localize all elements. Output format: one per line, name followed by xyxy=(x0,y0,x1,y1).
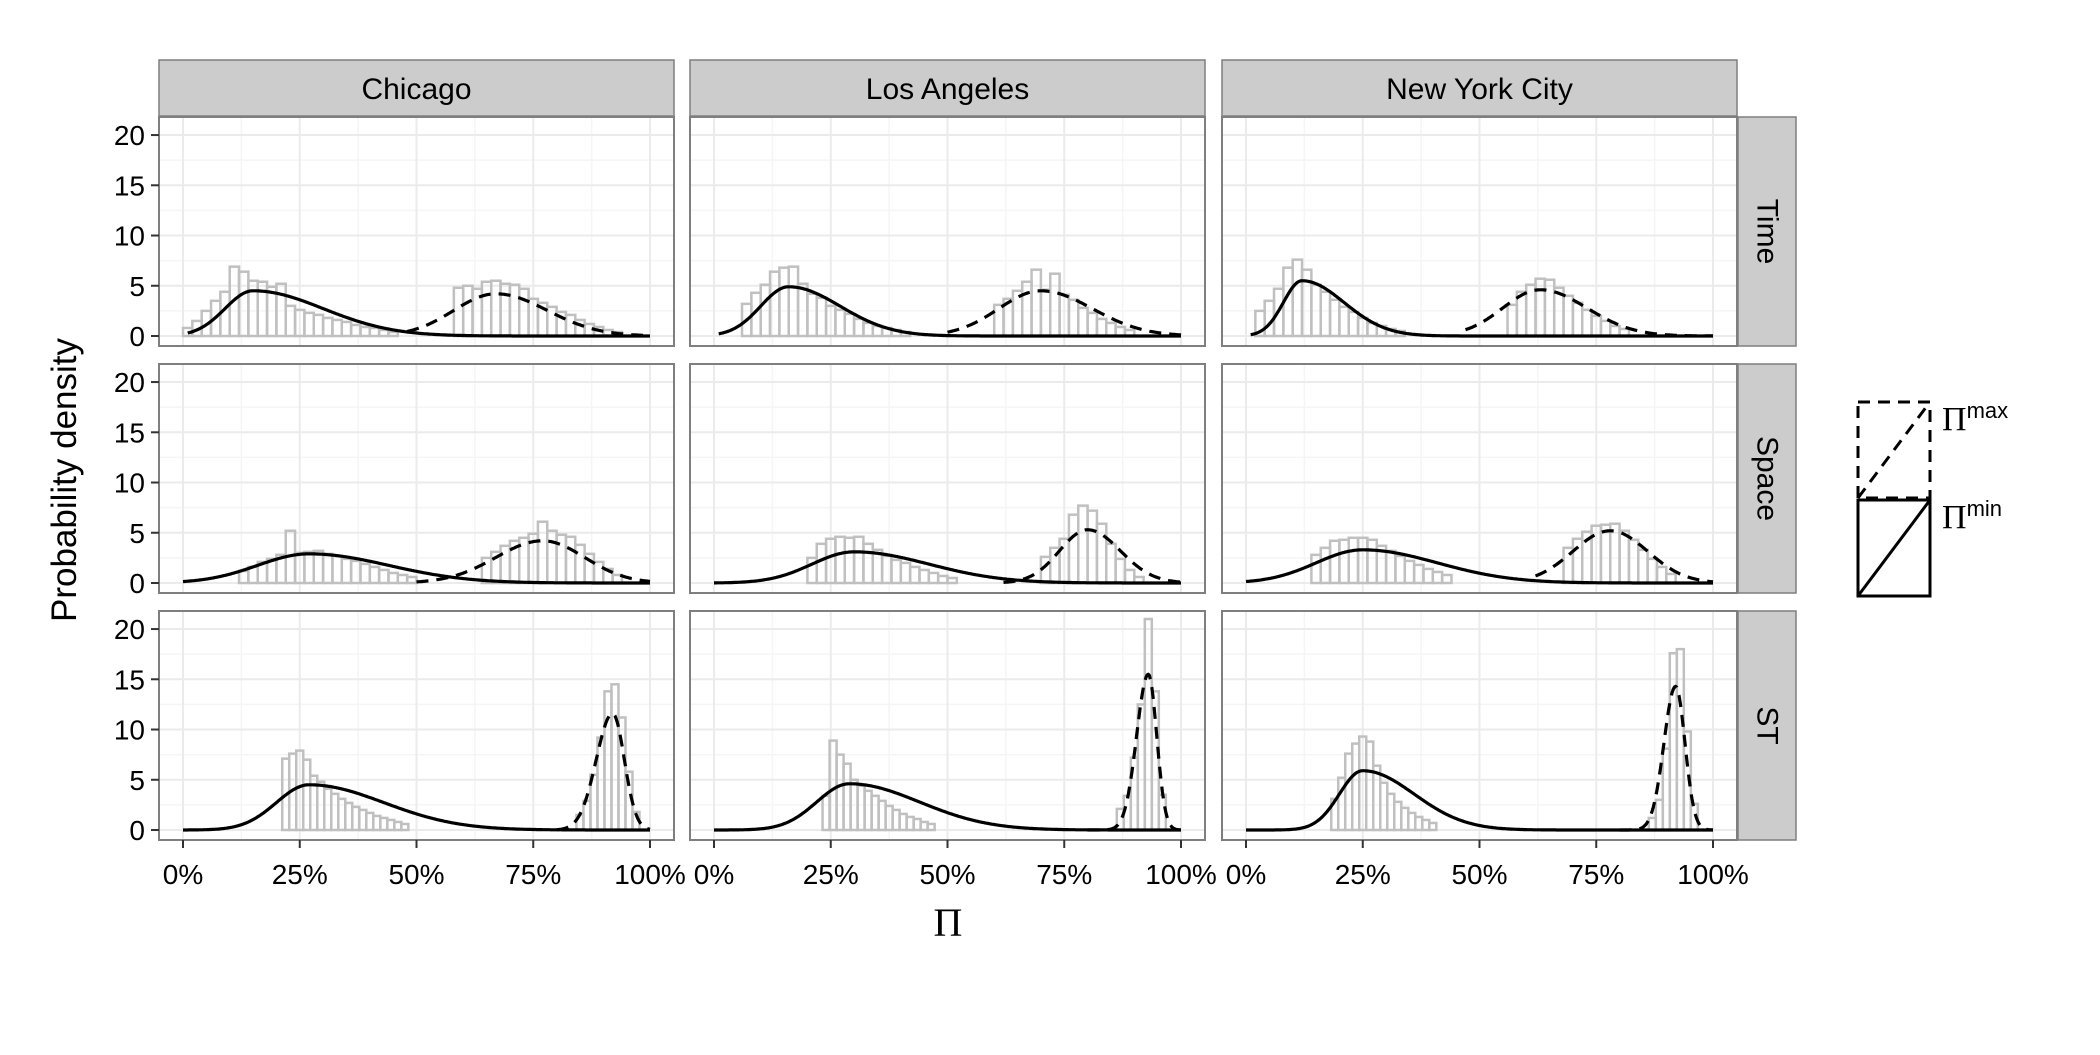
histogram-bar xyxy=(387,330,400,338)
density-curve-max xyxy=(947,289,1182,337)
panel xyxy=(1221,116,1738,347)
x-tick-label: 25% xyxy=(1335,859,1391,890)
x-tick-label: 100% xyxy=(614,859,686,890)
x-tick-label: 75% xyxy=(1568,859,1624,890)
x-tick-label: 50% xyxy=(388,859,444,890)
panel xyxy=(158,116,675,347)
panel xyxy=(689,116,1206,347)
row-strip-label: ST xyxy=(1751,706,1784,744)
row-strip-label: Space xyxy=(1751,436,1784,521)
density-curve-min xyxy=(1245,548,1714,585)
histogram-bar xyxy=(405,575,418,585)
panel xyxy=(689,363,1206,594)
legend-key-line xyxy=(1856,499,1932,597)
density-curve-min xyxy=(718,285,1182,338)
y-tick-label: 20 xyxy=(114,120,145,151)
histogram-bar xyxy=(1428,821,1438,832)
panels-layer: Chicago Los Angeles New York City Time Space… xyxy=(158,59,1797,841)
panel-border xyxy=(158,116,675,347)
row-strip xyxy=(1737,363,1797,594)
density-curve-min xyxy=(182,783,651,832)
panel xyxy=(158,363,675,594)
density-curve-min xyxy=(713,782,1182,832)
density-curve-max xyxy=(1534,529,1714,584)
y-tick-label: 5 xyxy=(129,271,145,302)
x-tick-label: 0% xyxy=(1226,859,1266,890)
column-strip-label: Chicago xyxy=(361,73,471,106)
density-curve-min xyxy=(713,550,1182,585)
x-tick-label: 100% xyxy=(1677,859,1749,890)
y-tick-label: 10 xyxy=(114,221,145,252)
x-tick-label: 25% xyxy=(803,859,859,890)
density-curve-max xyxy=(1619,684,1714,832)
row-strip xyxy=(1737,116,1797,347)
legend-key-line xyxy=(1856,401,1932,499)
x-tick-label: 75% xyxy=(505,859,561,890)
density-curve-max xyxy=(406,292,651,338)
row-strip-label: Time xyxy=(1751,199,1784,265)
panel-border xyxy=(1221,363,1738,594)
legend-label: Πmin xyxy=(1942,496,2002,536)
y-tick-label: 10 xyxy=(114,715,145,746)
legend-label: Πmax xyxy=(1942,398,2008,438)
x-tick-label: 50% xyxy=(919,859,975,890)
density-curve-max xyxy=(1087,672,1182,832)
density-curve-min xyxy=(1250,279,1714,338)
y-tick-label: 15 xyxy=(114,417,145,448)
x-tick-label: 100% xyxy=(1145,859,1217,890)
y-tick-label: 10 xyxy=(114,468,145,499)
y-tick-label: 15 xyxy=(114,170,145,201)
panel xyxy=(158,610,675,841)
x-axis-title: Π xyxy=(934,900,963,945)
histogram-bar xyxy=(1440,573,1453,585)
histogram-bar xyxy=(946,576,959,585)
y-tick-label: 20 xyxy=(114,614,145,645)
density-curve-min xyxy=(182,552,651,585)
panel xyxy=(1221,363,1738,594)
y-tick-label: 0 xyxy=(129,815,145,846)
y-tick-label: 0 xyxy=(129,568,145,599)
x-tick-label: 0% xyxy=(694,859,734,890)
density-curve-max xyxy=(1003,528,1182,584)
legend: Πmax Πmin xyxy=(1856,398,2008,598)
panel-border xyxy=(689,116,1206,347)
column-strip-label: New York City xyxy=(1386,73,1573,106)
panel-border xyxy=(1221,116,1738,347)
density-curve-min xyxy=(187,289,651,338)
legend-entry: Πmax xyxy=(1856,398,2008,500)
y-tick-label: 5 xyxy=(129,518,145,549)
histogram-bar xyxy=(926,822,936,832)
histogram-bar xyxy=(400,822,410,832)
y-tick-label: 5 xyxy=(129,765,145,796)
x-tick-label: 0% xyxy=(163,859,203,890)
x-tick-label: 75% xyxy=(1036,859,1092,890)
panel xyxy=(1221,610,1738,841)
column-strip xyxy=(1221,59,1738,117)
column-strip xyxy=(689,59,1206,117)
axes-layer: 0 5 10 15 20 0 5 10 15 20 0 5 10 15 20 0% 25% 50% 75% 100% 0… xyxy=(114,120,1749,890)
column-strip-label: Los Angeles xyxy=(866,73,1029,106)
x-tick-label: 25% xyxy=(272,859,328,890)
density-curve-max xyxy=(416,539,651,584)
panel xyxy=(689,610,1206,841)
x-tick-label: 50% xyxy=(1451,859,1507,890)
y-tick-label: 15 xyxy=(114,664,145,695)
density-curve-min xyxy=(1245,769,1714,832)
legend-entry: Πmin xyxy=(1856,496,2002,598)
panel-border xyxy=(158,363,675,594)
panel-border xyxy=(689,363,1206,594)
y-tick-label: 0 xyxy=(129,321,145,352)
y-tick-label: 20 xyxy=(114,367,145,398)
y-axis-title: Probability density xyxy=(45,337,84,622)
column-strip xyxy=(158,59,675,117)
